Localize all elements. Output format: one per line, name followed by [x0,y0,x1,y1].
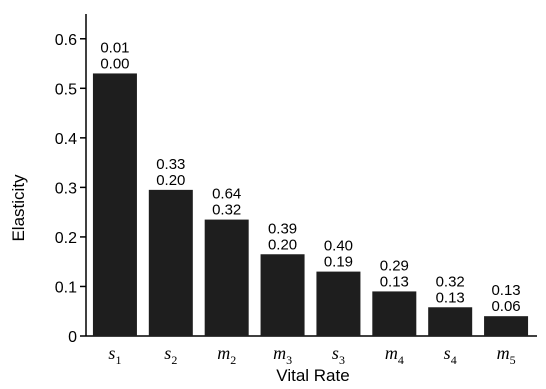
category-symbol: s [108,343,115,363]
bar-annotation-top: 0.33 [156,156,185,173]
y-tick-label: 0.2 [55,230,77,247]
category-subscript: 4 [451,353,457,367]
bar-annotation-bottom: 0.00 [100,55,129,72]
x-category-label: m5 [497,343,516,367]
bar [148,189,193,336]
y-tick-label: 0.6 [55,32,77,49]
bar-annotation-top: 0.29 [380,257,409,274]
category-subscript: 2 [171,353,177,367]
bar-annotation-bottom: 0.19 [324,254,353,271]
bar [260,254,305,336]
bar-annotation-top: 0.13 [491,282,520,299]
bar-annotation-top: 0.64 [212,186,241,203]
bar-annotation-bottom: 0.20 [268,236,297,253]
category-symbol: s [332,343,339,363]
y-tick-label: 0.4 [55,131,77,148]
bar-annotation-bottom: 0.20 [156,172,185,189]
bar-annotation-top: 0.01 [100,39,129,56]
category-symbol: m [273,343,286,363]
bar-annotation-bottom: 0.13 [380,273,409,290]
x-category-label: s1 [108,343,121,367]
plot-area: 00.10.20.30.40.50.6 0.010.00s10.330.20s20… [55,14,537,367]
category-symbol: s [444,343,451,363]
category-subscript: 1 [115,353,121,367]
bar [92,73,137,336]
category-subscript: 3 [286,353,292,367]
category-symbol: m [385,343,398,363]
bar-annotation-top: 0.40 [324,238,353,255]
bar [316,271,361,336]
x-category-label: s3 [332,343,345,367]
bar-annotation-bottom: 0.32 [212,202,241,219]
y-tick-label: 0 [68,329,77,346]
bar [428,307,473,336]
y-axis-title: Elasticity [9,174,28,242]
bar-annotation-top: 0.32 [436,273,465,290]
category-subscript: 5 [510,353,516,367]
category-subscript: 2 [230,353,236,367]
bar [372,291,417,336]
category-symbol: m [217,343,230,363]
category-subscript: 3 [339,353,345,367]
y-tick-label: 0.3 [55,180,77,197]
x-category-label: s4 [444,343,457,367]
bar-annotation-top: 0.39 [268,220,297,237]
x-category-label: m4 [385,343,404,367]
bar-annotation-bottom: 0.13 [436,289,465,306]
category-symbol: m [497,343,510,363]
y-tick-label: 0.1 [55,279,77,296]
category-subscript: 4 [398,353,404,367]
bar [484,316,529,336]
x-axis-title: Vital Rate [276,366,349,385]
x-category-label: m2 [217,343,236,367]
bar-annotation-bottom: 0.06 [491,298,520,315]
x-category-label: s2 [164,343,177,367]
x-category-label: m3 [273,343,292,367]
category-symbol: s [164,343,171,363]
y-tick-label: 0.5 [55,81,77,98]
bar [204,219,249,336]
